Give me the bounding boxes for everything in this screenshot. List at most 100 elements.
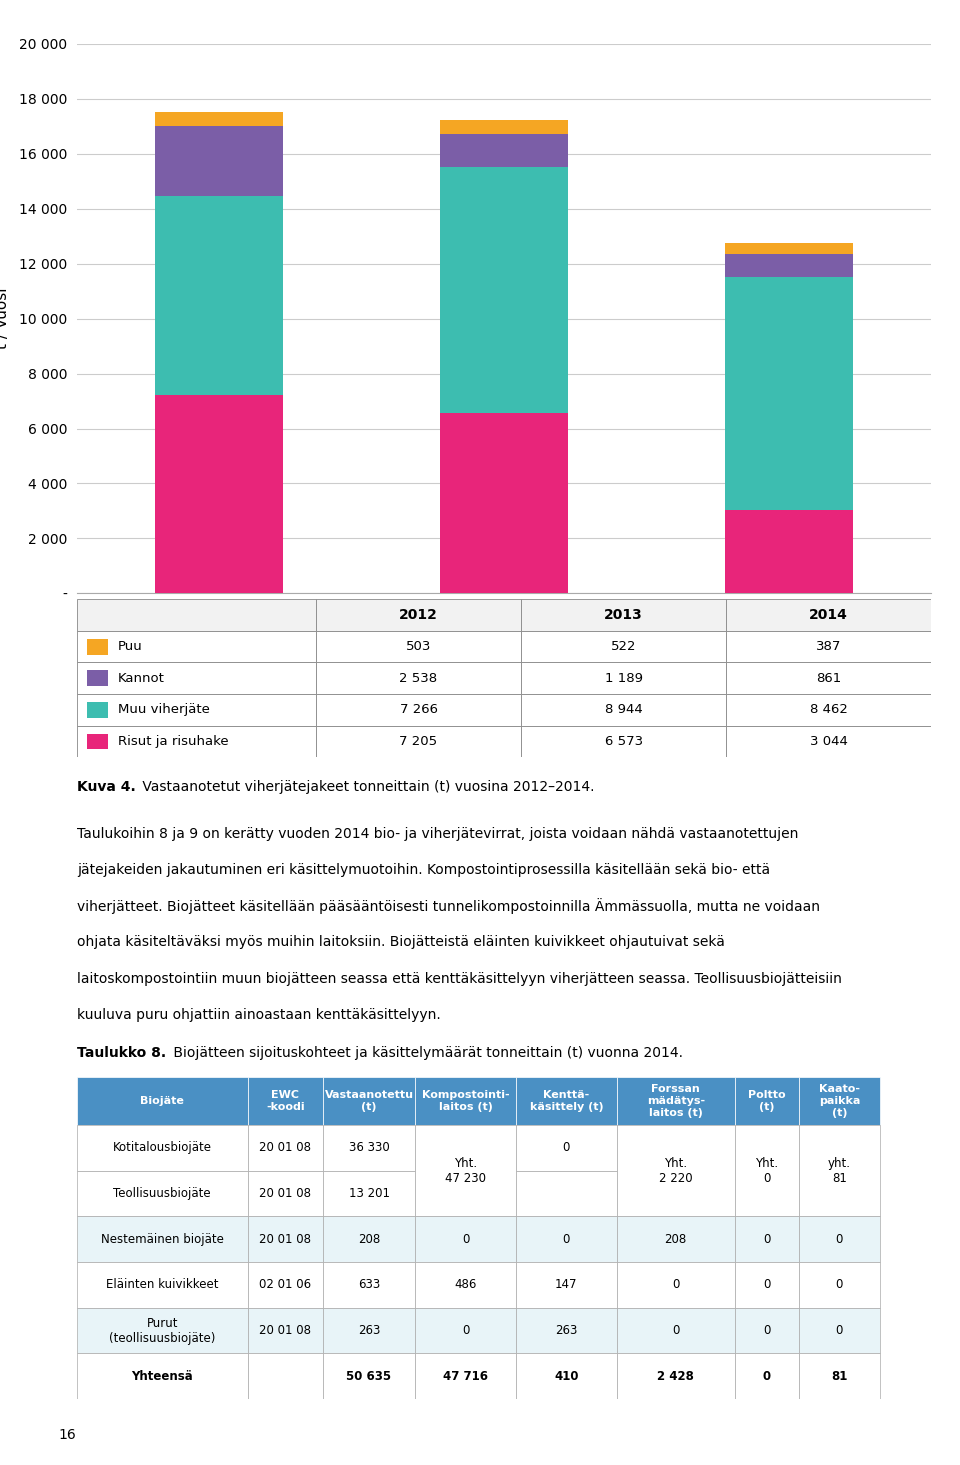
Bar (415, 1216, 516, 1263)
Text: 0: 0 (835, 1279, 843, 1292)
Bar (799, 1261, 880, 1308)
Text: 47 716: 47 716 (444, 1370, 488, 1383)
Bar (156, 113, 283, 126)
Bar (734, 1354, 799, 1399)
Bar (77, 1261, 248, 1308)
Bar (248, 1308, 323, 1354)
Text: 0: 0 (763, 1324, 771, 1338)
Bar (156, 196, 283, 396)
Text: Yht.
47 230: Yht. 47 230 (445, 1157, 486, 1185)
Bar (521, 694, 726, 725)
Text: 410: 410 (554, 1370, 579, 1383)
Bar (734, 1125, 799, 1216)
Bar (734, 1077, 799, 1125)
Text: 0: 0 (835, 1232, 843, 1245)
Text: 7 266: 7 266 (399, 703, 438, 716)
Text: Eläinten kuivikkeet: Eläinten kuivikkeet (106, 1279, 219, 1292)
Bar (77, 1171, 248, 1216)
Bar (521, 662, 726, 694)
Text: Vastaanotetut viherjätejakeet tonneittain (t) vuosina 2012–2014.: Vastaanotetut viherjätejakeet tonneittai… (138, 779, 595, 794)
Text: 2013: 2013 (604, 608, 643, 623)
Text: kuuluva puru ohjattiin ainoastaan kenttäkäsittelyyn.: kuuluva puru ohjattiin ainoastaan kenttä… (77, 1008, 441, 1021)
Bar (248, 1261, 323, 1308)
Text: 16: 16 (59, 1428, 76, 1442)
Text: 02 01 06: 02 01 06 (259, 1279, 311, 1292)
Bar (87, 702, 108, 718)
Text: 208: 208 (664, 1232, 686, 1245)
Text: Yht.
0: Yht. 0 (756, 1157, 779, 1185)
Text: 81: 81 (831, 1370, 848, 1383)
Text: Teollisuusbiojäte: Teollisuusbiojäte (113, 1187, 211, 1200)
Text: 263: 263 (555, 1324, 578, 1338)
Bar (616, 1261, 734, 1308)
Text: 13 201: 13 201 (348, 1187, 390, 1200)
Text: 387: 387 (816, 640, 841, 653)
Text: 20 01 08: 20 01 08 (259, 1187, 311, 1200)
Text: Nestemäinen biojäte: Nestemäinen biojäte (101, 1232, 224, 1245)
Bar (77, 662, 316, 694)
Bar (316, 631, 521, 662)
Text: EWC
-koodi: EWC -koodi (266, 1090, 304, 1112)
Bar (440, 413, 568, 593)
Text: 522: 522 (611, 640, 636, 653)
Text: 2012: 2012 (399, 608, 438, 623)
Bar (248, 1216, 323, 1263)
Bar (616, 1354, 734, 1399)
Bar (415, 1308, 516, 1354)
Text: 7 205: 7 205 (399, 735, 438, 749)
Bar (77, 1354, 248, 1399)
Bar (725, 510, 852, 593)
Text: 147: 147 (555, 1279, 578, 1292)
Bar (77, 631, 316, 662)
Y-axis label: t / Vuosi: t / Vuosi (0, 289, 11, 349)
Text: 503: 503 (406, 640, 431, 653)
Text: Kompostointi-
laitos (t): Kompostointi- laitos (t) (421, 1090, 510, 1112)
Bar (323, 1308, 415, 1354)
Text: 3 044: 3 044 (809, 735, 848, 749)
Bar (726, 662, 931, 694)
Bar (77, 1216, 248, 1263)
Text: Vastaanotettu
(t): Vastaanotettu (t) (324, 1090, 414, 1112)
Text: Poltto
(t): Poltto (t) (748, 1090, 785, 1112)
Text: laitoskompostointiin muun biojätteen seassa että kenttäkäsittelyyn viherjätteen : laitoskompostointiin muun biojätteen sea… (77, 971, 842, 986)
Text: 8 944: 8 944 (605, 703, 642, 716)
Bar (616, 1308, 734, 1354)
Bar (725, 253, 852, 277)
Text: 2 538: 2 538 (399, 672, 438, 684)
Bar (77, 599, 316, 631)
Text: 0: 0 (563, 1232, 570, 1245)
Bar (516, 1308, 616, 1354)
Bar (415, 1261, 516, 1308)
Bar (726, 694, 931, 725)
Bar (87, 671, 108, 686)
Bar (415, 1077, 516, 1125)
Text: 20 01 08: 20 01 08 (259, 1141, 311, 1154)
Text: ohjata käsiteltäväksi myös muihin laitoksiin. Biojätteistä eläinten kuivikkeet o: ohjata käsiteltäväksi myös muihin laitok… (77, 936, 725, 949)
Bar (799, 1125, 880, 1216)
Bar (316, 599, 521, 631)
Bar (440, 120, 568, 135)
Bar (516, 1261, 616, 1308)
Text: Muu viherjäte: Muu viherjäte (118, 703, 209, 716)
Text: Biojätteen sijoituskohteet ja käsittelymäärät tonneittain (t) vuonna 2014.: Biojätteen sijoituskohteet ja käsittelym… (169, 1046, 684, 1061)
Text: Kannot: Kannot (118, 672, 165, 684)
Bar (726, 725, 931, 757)
Bar (77, 1125, 248, 1171)
Text: Kuva 4.: Kuva 4. (77, 779, 135, 794)
Bar (516, 1354, 616, 1399)
Text: yht.
81: yht. 81 (828, 1157, 851, 1185)
Text: 2 428: 2 428 (658, 1370, 694, 1383)
Text: Purut
(teollisuusbiojäte): Purut (teollisuusbiojäte) (109, 1317, 215, 1345)
Bar (316, 662, 521, 694)
Bar (616, 1077, 734, 1125)
Bar (248, 1077, 323, 1125)
Text: Biojäte: Biojäte (140, 1096, 184, 1106)
Bar (799, 1077, 880, 1125)
Bar (248, 1125, 323, 1171)
Text: 20 01 08: 20 01 08 (259, 1232, 311, 1245)
Text: 263: 263 (358, 1324, 380, 1338)
Bar (521, 725, 726, 757)
Text: Taulukoihin 8 ja 9 on kerätty vuoden 2014 bio- ja viherjätevirrat, joista voidaa: Taulukoihin 8 ja 9 on kerätty vuoden 201… (77, 828, 798, 841)
Bar (248, 1354, 323, 1399)
Text: 2014: 2014 (809, 608, 848, 623)
